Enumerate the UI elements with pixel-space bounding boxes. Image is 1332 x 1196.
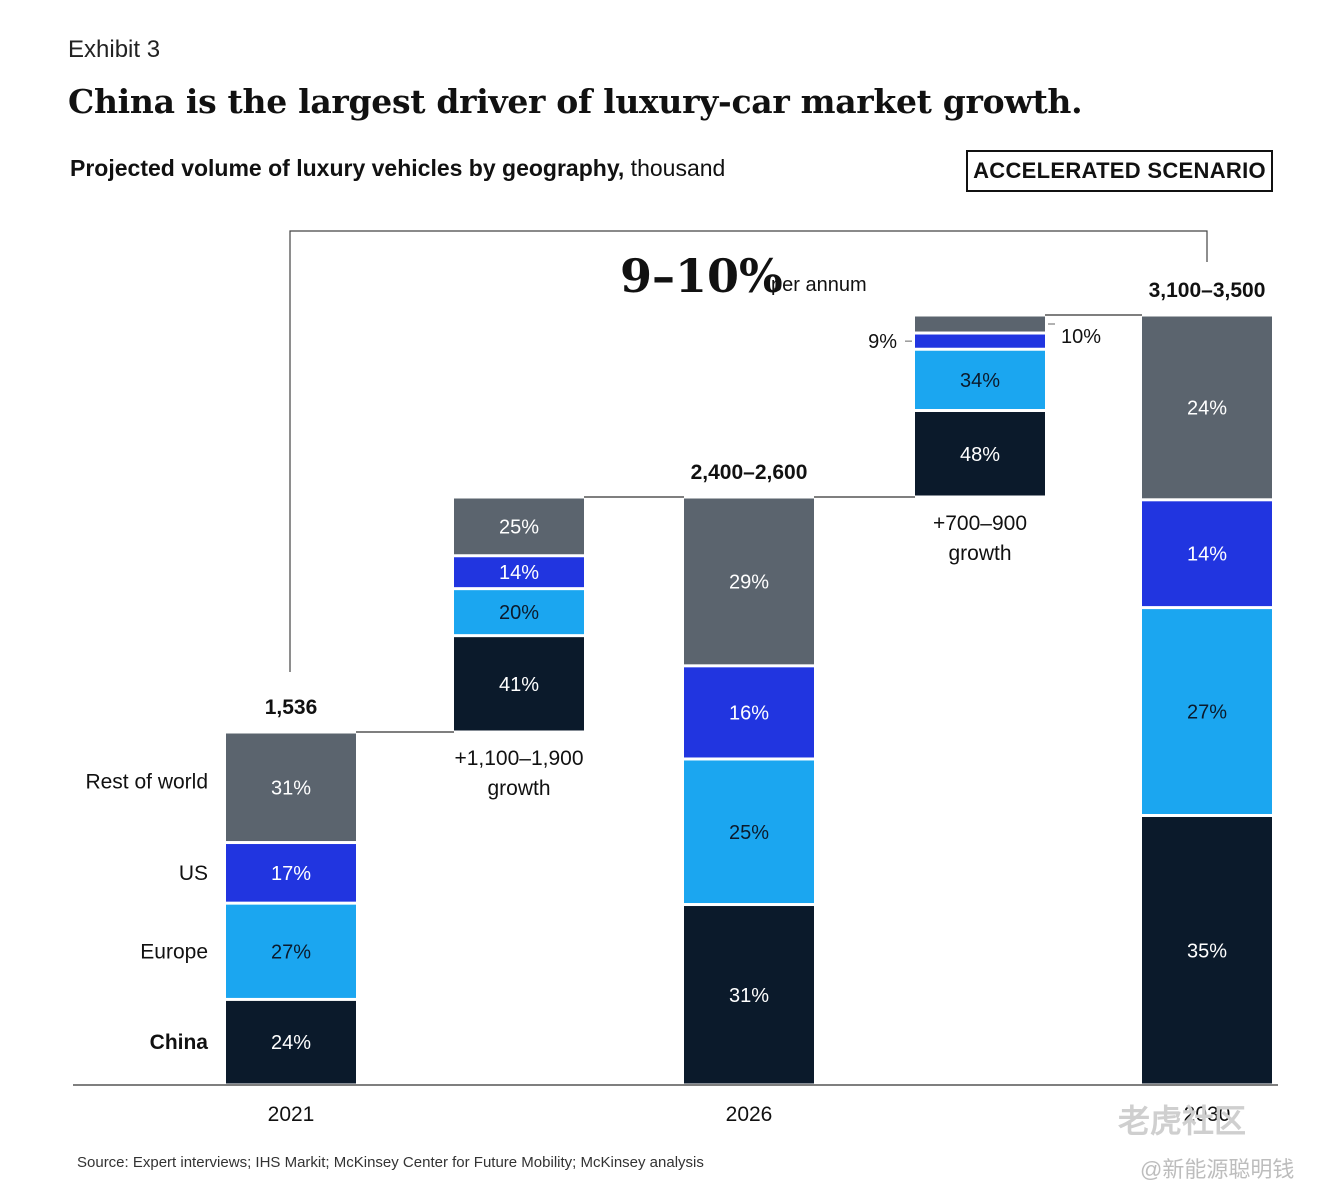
data-label-g1-china: 41%: [499, 674, 539, 696]
data-label-g1-rest-of-world: 25%: [499, 516, 539, 538]
source-note: Source: Expert interviews; IHS Markit; M…: [77, 1154, 704, 1171]
growth-label-g2: +700–900: [933, 512, 1027, 535]
data-label-g2-china: 48%: [960, 444, 1000, 466]
legend-label-europe: Europe: [140, 940, 208, 963]
data-label-y2026-rest-of-world: 29%: [729, 571, 769, 593]
data-label-y2021-us: 17%: [271, 863, 311, 885]
bar-g2-rest-of-world: [915, 316, 1045, 332]
bar-g1-china: [454, 637, 584, 731]
data-label-g2-us: 9%: [868, 331, 897, 353]
x-tick-label-y2030: 2030: [1184, 1103, 1231, 1126]
data-label-y2030-rest-of-world: 24%: [1187, 397, 1227, 419]
data-label-y2026-china: 31%: [729, 985, 769, 1007]
growth-suffix-g2: growth: [948, 542, 1011, 565]
bar-g2-china: [915, 412, 1045, 496]
total-label-y2026: 2,400–2,600: [691, 461, 808, 484]
bar-y2030-europe: [1142, 609, 1272, 814]
growth-label-g1: +1,100–1,900: [454, 747, 583, 770]
exhibit-label: Exhibit 3: [68, 36, 161, 63]
total-label-y2021: 1,536: [265, 696, 318, 719]
x-tick-label-y2026: 2026: [726, 1103, 773, 1126]
bar-y2021-us: [226, 844, 356, 902]
subtitle-bold: Projected volume of luxury vehicles by g…: [70, 155, 625, 181]
cagr-bracket: [289, 230, 1208, 672]
watermark-text: 老虎社区: [1118, 1103, 1247, 1139]
bar-y2030-us: [1142, 501, 1272, 607]
legend-label-us: US: [179, 862, 208, 885]
cagr-value: 9–10%: [620, 249, 783, 303]
data-label-y2021-europe: 27%: [271, 941, 311, 963]
data-label-g1-us: 14%: [499, 562, 539, 584]
chart-subtitle: Projected volume of luxury vehicles by g…: [70, 155, 725, 182]
data-label-y2026-europe: 25%: [729, 822, 769, 844]
bar-y2021-china: [226, 1000, 356, 1084]
scenario-badge: ACCELERATED SCENARIO: [966, 150, 1273, 192]
cagr-suffix: per annum: [771, 274, 867, 296]
bar-y2021-rest-of-world: [226, 733, 356, 842]
data-label-g1-europe: 20%: [499, 602, 539, 624]
data-label-y2030-us: 14%: [1187, 544, 1227, 566]
bar-y2026-china: [684, 906, 814, 1084]
data-label-y2026-us: 16%: [729, 702, 769, 724]
bar-y2026-us: [684, 667, 814, 758]
bar-g2-europe: [915, 350, 1045, 410]
bar-y2030-rest-of-world: [1142, 316, 1272, 499]
bar-g2-us: [915, 334, 1045, 348]
bar-g1-rest-of-world: [454, 498, 584, 555]
watermark-handle: @新能源聪明钱: [1140, 1157, 1295, 1182]
bar-y2021-europe: [226, 904, 356, 998]
growth-suffix-g1: growth: [487, 777, 550, 800]
bar-y2026-europe: [684, 760, 814, 904]
data-label-g2-europe: 34%: [960, 370, 1000, 392]
x-tick-label-y2021: 2021: [268, 1103, 315, 1126]
bar-g1-europe: [454, 590, 584, 635]
legend-label-rest-of-world: Rest of world: [85, 770, 208, 793]
total-label-y2030: 3,100–3,500: [1149, 279, 1266, 302]
legend-label-china: China: [150, 1031, 209, 1054]
bar-y2030-china: [1142, 817, 1272, 1084]
data-label-y2030-europe: 27%: [1187, 702, 1227, 724]
bar-y2026-rest-of-world: [684, 498, 814, 665]
data-label-y2030-china: 35%: [1187, 940, 1227, 962]
data-label-y2021-china: 24%: [271, 1032, 311, 1054]
data-label-g2-rest-of-world: 10%: [1061, 326, 1101, 348]
chart-title: China is the largest driver of luxury-ca…: [68, 82, 1083, 121]
bar-g1-us: [454, 557, 584, 588]
subtitle-unit: thousand: [624, 155, 726, 181]
data-label-y2021-rest-of-world: 31%: [271, 777, 311, 799]
